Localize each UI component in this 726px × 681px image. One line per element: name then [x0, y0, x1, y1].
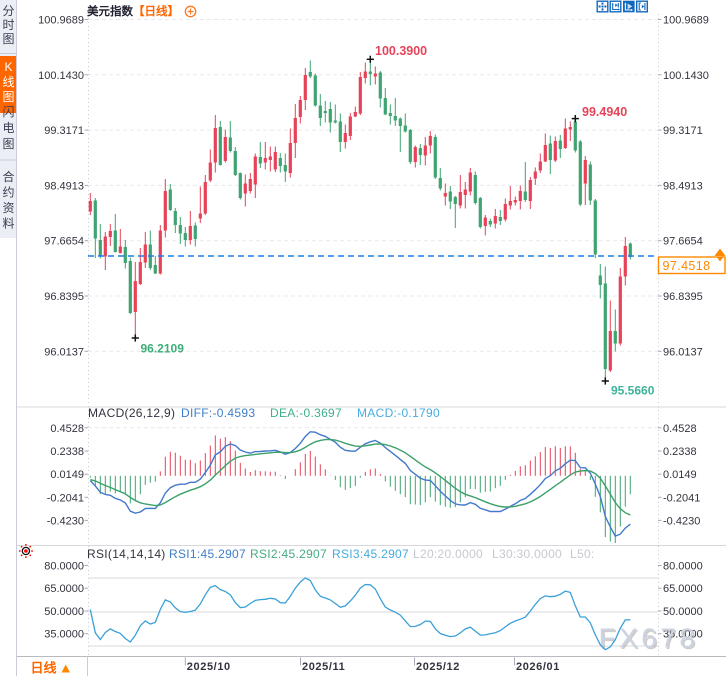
svg-text:35.0000: 35.0000 — [44, 629, 84, 641]
svg-text:美元指数【日线】: 美元指数【日线】 — [87, 4, 179, 18]
svg-text:图: 图 — [2, 90, 14, 104]
svg-text:FX678: FX678 — [599, 623, 699, 654]
svg-text:96.8395: 96.8395 — [663, 291, 703, 303]
svg-text:2025/10: 2025/10 — [187, 661, 231, 673]
svg-text:MACD(26,12,9): MACD(26,12,9) — [88, 406, 175, 420]
svg-text:50.0000: 50.0000 — [44, 606, 84, 618]
svg-text:0.4528: 0.4528 — [50, 423, 84, 435]
svg-text:MACD:-0.1790: MACD:-0.1790 — [357, 406, 440, 420]
svg-text:-0.2041: -0.2041 — [663, 492, 700, 504]
svg-text:FX678: FX678 — [600, 624, 700, 655]
svg-text:99.4940: 99.4940 — [582, 105, 627, 119]
svg-text:80.0000: 80.0000 — [44, 561, 84, 573]
svg-text:L20:20.0000: L20:20.0000 — [413, 547, 483, 561]
svg-text:0.2338: 0.2338 — [663, 446, 697, 458]
svg-text:0.0149: 0.0149 — [663, 469, 697, 481]
svg-text:DEA:-0.3697: DEA:-0.3697 — [270, 406, 342, 420]
svg-text:97.4518: 97.4518 — [663, 259, 711, 273]
svg-text:图: 图 — [2, 32, 14, 46]
svg-text:80.0000: 80.0000 — [663, 561, 703, 573]
svg-text:线: 线 — [2, 75, 14, 89]
svg-text:0.2338: 0.2338 — [50, 446, 84, 458]
svg-text:分: 分 — [2, 4, 14, 18]
svg-text:-0.4230: -0.4230 — [663, 515, 700, 527]
svg-text:电: 电 — [2, 121, 14, 135]
svg-text:料: 料 — [2, 217, 14, 231]
svg-text:50.0000: 50.0000 — [663, 606, 703, 618]
svg-text:日线: 日线 — [31, 661, 57, 676]
svg-text:65.0000: 65.0000 — [663, 583, 703, 595]
svg-text:-0.2041: -0.2041 — [47, 492, 84, 504]
svg-text:95.5660: 95.5660 — [611, 384, 655, 398]
svg-text:35.0000: 35.0000 — [663, 629, 703, 641]
svg-text:96.0137: 96.0137 — [663, 346, 703, 358]
svg-text:L30:30.0000: L30:30.0000 — [492, 547, 562, 561]
svg-text:合: 合 — [2, 169, 14, 184]
svg-text:97.6654: 97.6654 — [663, 236, 703, 248]
svg-text:2025/12: 2025/12 — [416, 661, 460, 673]
svg-text:0.0149: 0.0149 — [50, 469, 84, 481]
svg-text:-0.4230: -0.4230 — [47, 515, 84, 527]
svg-text:闪: 闪 — [2, 105, 14, 119]
svg-text:RSI(14,14,14): RSI(14,14,14) — [87, 547, 166, 561]
svg-text:98.4913: 98.4913 — [44, 180, 84, 192]
svg-text:RSI1:45.2907: RSI1:45.2907 — [169, 547, 246, 561]
svg-text:100.9689: 100.9689 — [663, 15, 709, 27]
svg-text:65.0000: 65.0000 — [44, 583, 84, 595]
svg-text:L50:: L50: — [570, 547, 595, 561]
svg-text:100.1430: 100.1430 — [663, 70, 709, 82]
svg-text:100.9689: 100.9689 — [38, 15, 84, 27]
svg-text:96.0137: 96.0137 — [44, 346, 84, 358]
svg-text:资: 资 — [2, 201, 14, 215]
svg-text:96.2109: 96.2109 — [141, 342, 185, 356]
svg-text:98.4913: 98.4913 — [663, 180, 703, 192]
svg-text:约: 约 — [2, 185, 14, 200]
svg-text:K: K — [4, 60, 12, 74]
svg-text:97.6654: 97.6654 — [44, 236, 84, 248]
svg-text:96.8395: 96.8395 — [44, 291, 84, 303]
svg-text:99.3171: 99.3171 — [44, 125, 84, 137]
svg-text:0.4528: 0.4528 — [663, 423, 697, 435]
svg-text:2026/01: 2026/01 — [516, 661, 560, 673]
svg-text:99.3171: 99.3171 — [663, 125, 703, 137]
svg-text:2025/11: 2025/11 — [302, 661, 345, 673]
svg-text:图: 图 — [2, 137, 14, 151]
svg-text:100.1430: 100.1430 — [38, 70, 84, 82]
svg-text:RSI3:45.2907: RSI3:45.2907 — [332, 547, 409, 561]
svg-text:100.3900: 100.3900 — [375, 44, 427, 58]
svg-text:时: 时 — [2, 18, 14, 32]
svg-text:DIFF:-0.4593: DIFF:-0.4593 — [181, 406, 255, 420]
svg-text:RSI2:45.2907: RSI2:45.2907 — [250, 547, 327, 561]
